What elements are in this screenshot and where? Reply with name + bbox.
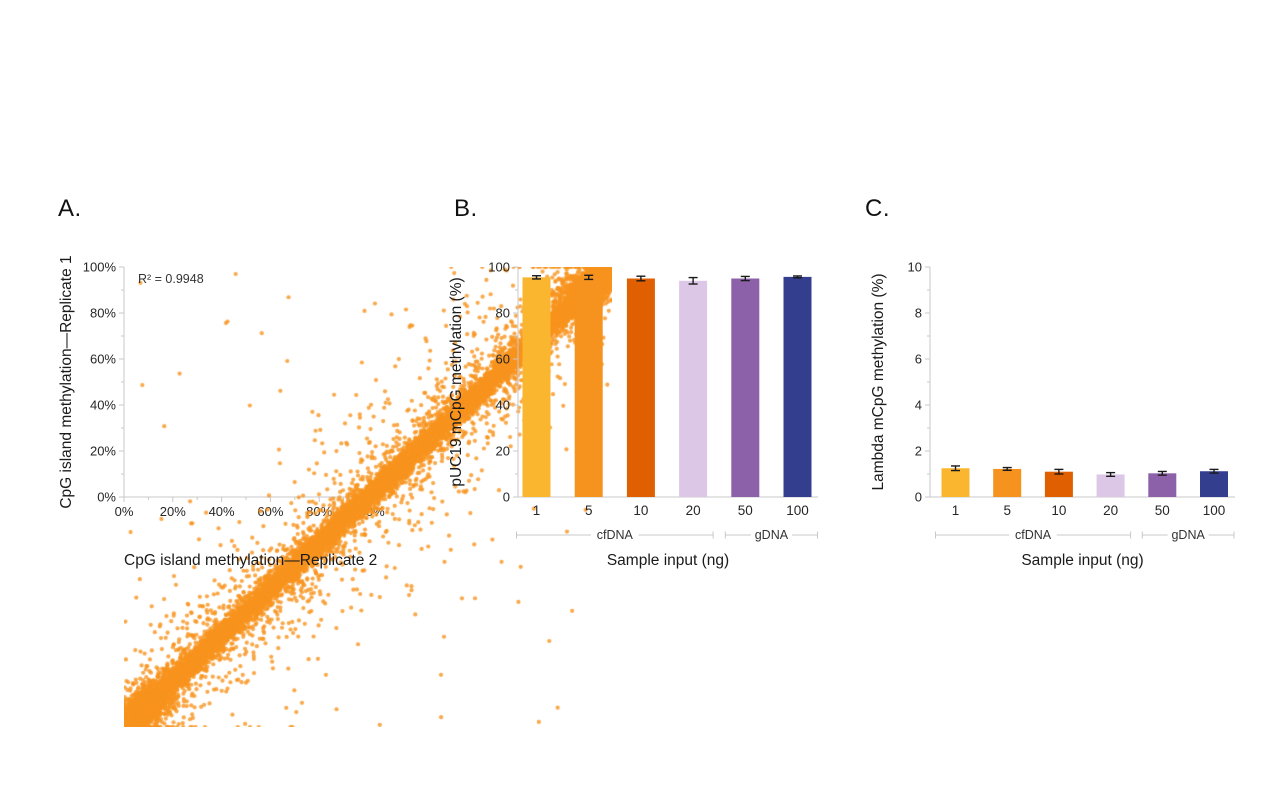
bar-10ng <box>1044 471 1073 497</box>
bar-100ng <box>1200 471 1228 497</box>
panel-c-x-axis-label: Sample input (ng) <box>1021 552 1144 569</box>
panel-c-axes: 0 2 4 6 8 10 1 5 10 20 50 100 cfDNA gDNA <box>908 260 1235 542</box>
y-tick-label: 0% <box>97 490 116 505</box>
y-tick-label: 0 <box>503 490 510 505</box>
x-category-label: 100 <box>786 503 809 518</box>
group-label-gDNA: gDNA <box>1171 528 1205 542</box>
bar-5ng <box>574 277 603 497</box>
panel-b-axes: 0 20 40 60 80 100 1 5 10 20 50 100 cfDNA gDNA <box>488 260 818 542</box>
panel-b-letter: B. <box>454 195 478 222</box>
x-category-label: 100 <box>1203 503 1226 518</box>
y-tick-label: 20% <box>90 444 116 459</box>
bar-50ng <box>731 278 760 497</box>
panel-a-x-axis-label: CpG island methylation—Replicate 2 <box>124 552 378 569</box>
y-tick-label: 20 <box>496 444 510 459</box>
x-category-label: 20 <box>1103 503 1118 518</box>
bar-1ng <box>941 468 970 497</box>
panel-c-bar-lambda-methylation: C. Lambda mCpG methylation (%) 0 2 4 6 8 10 1 5… <box>850 190 1270 590</box>
x-category-label: 1 <box>952 503 960 518</box>
panel-a-scatter-replicate-correlation: A. CpG island methylation—Replicate 1 0%… <box>40 190 612 727</box>
y-tick-label: 8 <box>915 306 922 321</box>
bar-100ng <box>783 276 812 497</box>
group-label-cfDNA: cfDNA <box>1015 528 1052 542</box>
x-category-label: 20 <box>686 503 701 518</box>
y-tick-label: 100% <box>83 260 117 275</box>
y-tick-label: 60 <box>496 352 510 367</box>
y-tick-label: 80% <box>90 306 116 321</box>
bar-20ng <box>679 280 708 497</box>
x-category-label: 5 <box>585 503 593 518</box>
y-tick-label: 6 <box>915 352 922 367</box>
group-label-cfDNA: cfDNA <box>597 528 634 542</box>
y-tick-label: 80 <box>496 306 510 321</box>
bar-1ng <box>522 277 551 497</box>
y-tick-label: 40% <box>90 398 116 413</box>
x-category-label: 10 <box>633 503 648 518</box>
y-tick-label: 4 <box>915 398 922 413</box>
y-tick-label: 0 <box>915 490 922 505</box>
panel-a-letter: A. <box>58 195 82 222</box>
x-category-label: 1 <box>533 503 541 518</box>
bar-50ng <box>1148 473 1177 497</box>
panel-b-x-axis-label: Sample input (ng) <box>606 552 730 569</box>
x-category-label: 5 <box>1003 503 1011 518</box>
y-tick-label: 60% <box>90 352 116 367</box>
bar-20ng <box>1096 474 1125 497</box>
group-label-gDNA: gDNA <box>755 528 789 542</box>
x-category-label: 50 <box>1155 503 1170 518</box>
panel-b-bar-puc19-methylation: B. pUC19 mCpG methylation (%) 0 20 40 60 80 1… <box>440 190 850 590</box>
x-category-label: 10 <box>1051 503 1066 518</box>
y-tick-label: 100 <box>488 260 510 275</box>
y-tick-label: 10 <box>908 260 922 275</box>
y-tick-label: 2 <box>915 444 922 459</box>
bar-10ng <box>626 278 655 497</box>
y-tick-label: 40 <box>496 398 510 413</box>
bar-5ng <box>993 468 1022 497</box>
r-squared-annotation: R² = 0.9948 <box>138 272 204 286</box>
x-category-label: 50 <box>738 503 753 518</box>
panel-c-letter: C. <box>865 195 890 222</box>
